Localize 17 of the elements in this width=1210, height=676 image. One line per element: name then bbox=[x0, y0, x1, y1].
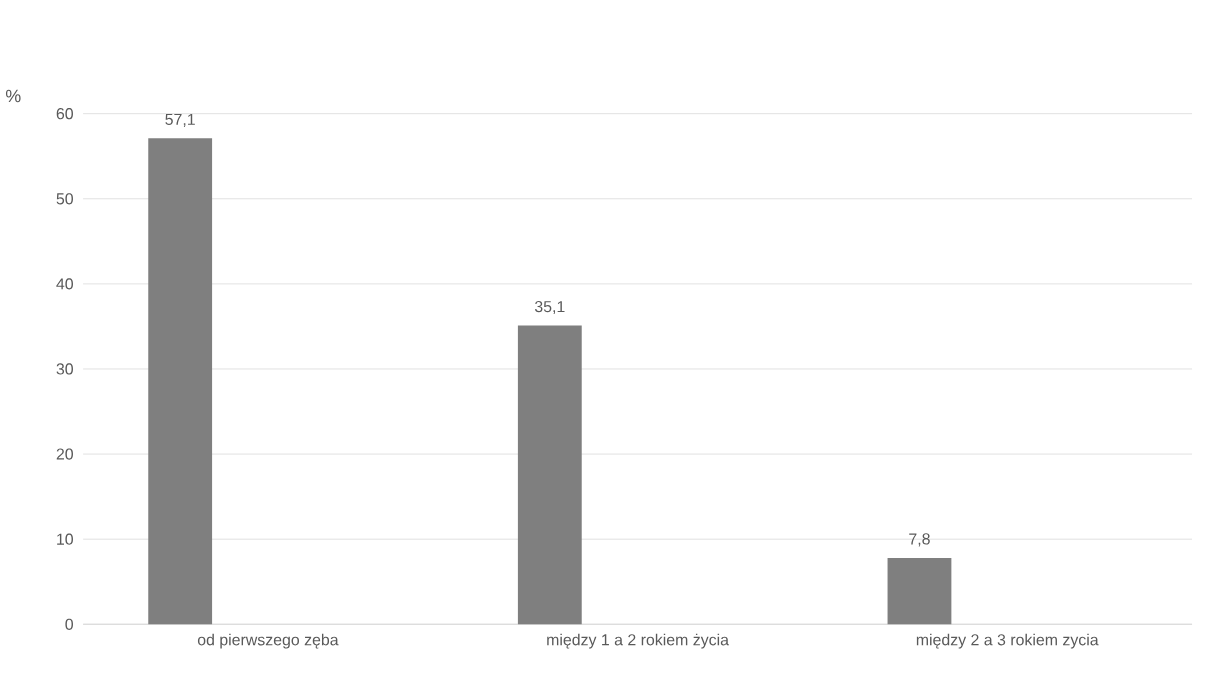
y-tick-label: 60 bbox=[56, 108, 73, 120]
x-tick-label: między 2 a 3 rokiem zycia bbox=[916, 633, 1099, 649]
bar bbox=[517, 325, 582, 625]
data-label: 57,1 bbox=[165, 113, 195, 127]
y-tick-label: 30 bbox=[56, 363, 73, 375]
y-tick-label: 10 bbox=[57, 533, 73, 545]
y-tick-label: 0 bbox=[65, 618, 73, 630]
x-tick-label: od pierwszego zęba bbox=[197, 633, 339, 649]
x-tick-label: między 1 a 2 rokiem życia bbox=[547, 633, 729, 649]
y-tick-label: 40 bbox=[56, 278, 73, 290]
y-tick-label: 50 bbox=[56, 193, 73, 205]
y-axis-title: % bbox=[5, 89, 21, 103]
data-label: 35,1 bbox=[534, 300, 565, 315]
bar bbox=[148, 138, 213, 625]
bar bbox=[887, 557, 952, 625]
data-label: 7,8 bbox=[909, 533, 930, 547]
y-tick-label: 20 bbox=[56, 448, 73, 460]
